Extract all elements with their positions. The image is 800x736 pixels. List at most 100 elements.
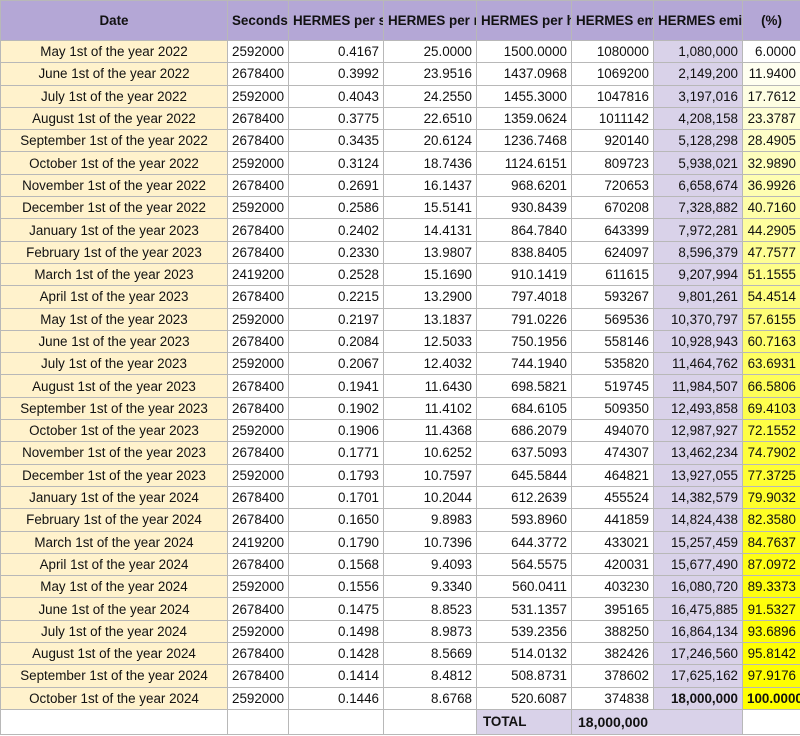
- table-row: September 1st of the year 2023 2678400 0.1…: [0, 396, 800, 421]
- cell-seconds: 2678400: [227, 240, 289, 264]
- cell-per-hour: 864.7840: [476, 218, 572, 242]
- cell-emitted-sum: 15,257,459: [653, 530, 743, 554]
- table-row: May 1st of the year 2022 2592000 0.4167 25.…: [0, 39, 800, 64]
- cell-emitted-sum: 2,149,200: [653, 62, 743, 86]
- cell-per-second: 0.3124: [288, 151, 384, 175]
- cell-per-minute: 8.6768: [383, 686, 477, 710]
- cell-per-second: 0.1446: [288, 686, 384, 710]
- cell-per-second: 0.1556: [288, 575, 384, 599]
- cell-per-hour: 1500.0000: [476, 39, 572, 64]
- empty-cell: [742, 708, 800, 735]
- cell-seconds: 2678400: [227, 642, 289, 666]
- cell-seconds: 2678400: [227, 597, 289, 621]
- cell-percent: 77.3725: [742, 463, 800, 487]
- cell-date: October 1st of the year 2022: [0, 151, 228, 175]
- cell-seconds: 2678400: [227, 173, 289, 198]
- table-row: February 1st of the year 2023 2678400 0.23…: [0, 240, 800, 264]
- header-per-minute: HERMES per minute: [383, 0, 477, 41]
- table-row: August 1st of the year 2024 2678400 0.1428…: [0, 642, 800, 666]
- cell-emitted: 395165: [571, 597, 654, 621]
- header-seconds: Seconds: [227, 0, 289, 41]
- cell-seconds: 2678400: [227, 62, 289, 86]
- cell-date: December 1st of the year 2023: [0, 463, 228, 487]
- cell-per-minute: 16.1437: [383, 173, 477, 198]
- cell-date: February 1st of the year 2024: [0, 508, 228, 532]
- cell-per-second: 0.2067: [288, 352, 384, 376]
- cell-percent: 79.9032: [742, 485, 800, 510]
- cell-seconds: 2592000: [227, 352, 289, 376]
- table-row: March 1st of the year 2024 2419200 0.1790 1…: [0, 530, 800, 554]
- cell-per-second: 0.1902: [288, 396, 384, 421]
- header-per-hour: HERMES per hour: [476, 0, 572, 41]
- cell-seconds: 2678400: [227, 485, 289, 510]
- cell-emitted: 433021: [571, 530, 654, 554]
- cell-date: August 1st of the year 2024: [0, 642, 228, 666]
- cell-seconds: 2592000: [227, 151, 289, 175]
- cell-per-hour: 645.5844: [476, 463, 572, 487]
- cell-per-second: 0.1941: [288, 374, 384, 398]
- cell-per-hour: 539.2356: [476, 619, 572, 644]
- table-row: January 1st of the year 2024 2678400 0.170…: [0, 485, 800, 510]
- cell-seconds: 2678400: [227, 374, 289, 398]
- cell-emitted-sum: 13,927,055: [653, 463, 743, 487]
- cell-per-second: 0.4043: [288, 84, 384, 108]
- cell-percent: 60.7163: [742, 329, 800, 354]
- cell-per-hour: 1359.0624: [476, 106, 572, 131]
- cell-date: May 1st of the year 2024: [0, 575, 228, 599]
- cell-per-second: 0.2215: [288, 285, 384, 309]
- cell-percent: 54.4514: [742, 285, 800, 309]
- cell-emitted: 535820: [571, 352, 654, 376]
- cell-per-second: 0.1475: [288, 597, 384, 621]
- cell-date: June 1st of the year 2022: [0, 62, 228, 86]
- cell-emitted: 455524: [571, 485, 654, 510]
- cell-seconds: 2592000: [227, 463, 289, 487]
- empty-cell: [383, 708, 477, 735]
- cell-per-second: 0.2330: [288, 240, 384, 264]
- cell-emitted: 720653: [571, 173, 654, 198]
- cell-per-minute: 10.7396: [383, 530, 477, 554]
- cell-percent: 63.6931: [742, 352, 800, 376]
- header-per-second: HERMES per second: [288, 0, 384, 41]
- cell-date: October 1st of the year 2024: [0, 686, 228, 710]
- cell-emitted: 643399: [571, 218, 654, 242]
- cell-emitted-sum: 5,938,021: [653, 151, 743, 175]
- cell-per-minute: 11.4368: [383, 419, 477, 443]
- cell-date: April 1st of the year 2023: [0, 285, 228, 309]
- cell-percent: 17.7612: [742, 84, 800, 108]
- cell-per-second: 0.2586: [288, 196, 384, 220]
- cell-percent: 95.8142: [742, 642, 800, 666]
- cell-emitted-sum: 18,000,000: [653, 686, 743, 710]
- cell-date: November 1st of the year 2022: [0, 173, 228, 198]
- cell-emitted: 558146: [571, 329, 654, 354]
- cell-emitted-sum: 17,246,560: [653, 642, 743, 666]
- cell-per-minute: 24.2550: [383, 84, 477, 108]
- cell-seconds: 2678400: [227, 129, 289, 153]
- cell-per-hour: 750.1956: [476, 329, 572, 354]
- total-label: TOTAL: [476, 708, 572, 735]
- cell-per-hour: 791.0226: [476, 307, 572, 331]
- cell-emitted: 474307: [571, 441, 654, 465]
- cell-emitted: 809723: [571, 151, 654, 175]
- cell-seconds: 2592000: [227, 196, 289, 220]
- cell-per-hour: 744.1940: [476, 352, 572, 376]
- cell-emitted: 1080000: [571, 39, 654, 64]
- cell-per-minute: 11.4102: [383, 396, 477, 421]
- cell-per-hour: 968.6201: [476, 173, 572, 198]
- cell-per-hour: 1236.7468: [476, 129, 572, 153]
- cell-per-minute: 12.5033: [383, 329, 477, 354]
- cell-date: August 1st of the year 2023: [0, 374, 228, 398]
- cell-percent: 11.9400: [742, 62, 800, 86]
- cell-emitted-sum: 7,972,281: [653, 218, 743, 242]
- cell-emitted: 403230: [571, 575, 654, 599]
- cell-emitted-sum: 7,328,882: [653, 196, 743, 220]
- cell-per-hour: 698.5821: [476, 374, 572, 398]
- cell-per-second: 0.1498: [288, 619, 384, 644]
- cell-percent: 69.4103: [742, 396, 800, 421]
- cell-per-hour: 910.1419: [476, 262, 572, 287]
- cell-percent: 40.7160: [742, 196, 800, 220]
- header-percent: (%): [742, 0, 800, 41]
- cell-emitted-sum: 12,987,927: [653, 419, 743, 443]
- cell-seconds: 2678400: [227, 218, 289, 242]
- cell-emitted: 611615: [571, 262, 654, 287]
